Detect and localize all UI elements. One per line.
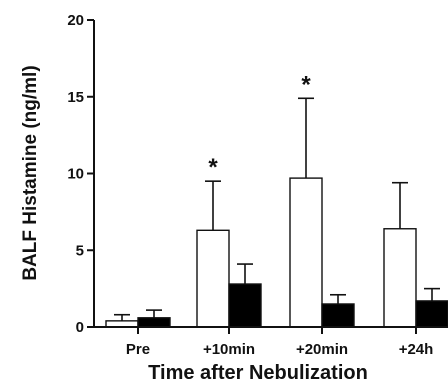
x-tick-label: Pre	[126, 341, 150, 358]
bar-filled	[137, 317, 171, 328]
bar-open	[289, 177, 323, 328]
significance-marker: *	[301, 71, 311, 98]
x-tick-label: +10min	[203, 341, 255, 358]
y-tick-label: 15	[67, 89, 84, 106]
y-axis-title: BALF Histamine (ng/ml)	[20, 65, 41, 280]
y-tick-label: 5	[76, 242, 84, 259]
bar-filled	[321, 303, 355, 328]
significance-marker: *	[208, 154, 218, 181]
y-tick-label: 20	[67, 12, 84, 29]
y-tick-label: 10	[67, 166, 84, 183]
x-tick-label: +24h	[399, 341, 434, 358]
bar-open	[383, 228, 417, 328]
x-tick-label: +20min	[296, 341, 348, 358]
x-axis-ticks: Pre +10min +20min +24h	[126, 327, 433, 358]
bar-open	[196, 229, 230, 328]
bars-layer: **	[105, 71, 448, 328]
bar-filled	[415, 300, 448, 328]
bar-filled	[228, 283, 262, 328]
y-axis-ticks: 0 5 10 15 20	[67, 12, 94, 336]
x-axis-title: Time after Nebulization	[148, 362, 368, 384]
y-tick-label: 0	[76, 319, 84, 336]
